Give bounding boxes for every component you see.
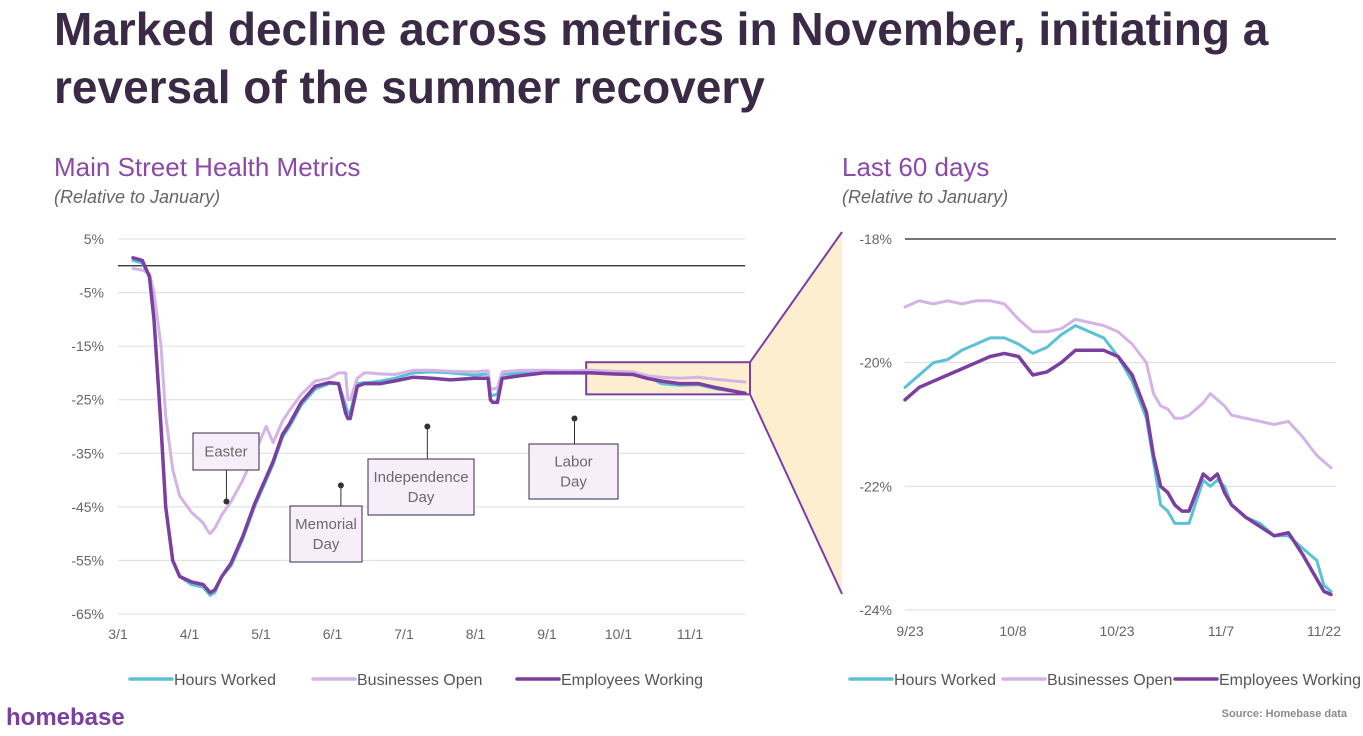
annotation-label: Memorial (295, 516, 357, 533)
annotation-label: Easter (204, 444, 247, 461)
main-series-hours-worked (131, 258, 747, 597)
main-x-tick: 4/1 (180, 626, 200, 642)
main-x-tick: 11/1 (677, 626, 703, 642)
zoom-y-tick: -22% (859, 478, 892, 494)
zoom-legend-label-businesses-open: Businesses Open (1047, 672, 1172, 689)
annotation-label: Day (313, 536, 340, 553)
main-y-tick: -35% (71, 445, 104, 461)
annotation-label: Labor (554, 454, 592, 471)
homebase-logo: homebase (6, 704, 125, 731)
annotation-dot (571, 415, 578, 422)
annotation-box (367, 458, 475, 516)
annotation-box (289, 505, 363, 563)
zoom-chart-subtitle: (Relative to January) (842, 187, 1009, 207)
main-x-tick: 10/1 (605, 626, 632, 642)
main-legend-label-hours-worked: Hours Worked (174, 672, 276, 689)
zoom-y-tick: -18% (859, 231, 892, 247)
main-y-tick: -55% (71, 552, 104, 568)
annotation-label: Day (560, 474, 587, 491)
zoom-x-tick: 9/23 (896, 623, 923, 639)
main-y-tick: -45% (71, 499, 104, 515)
zoom-legend-label-hours-worked: Hours Worked (894, 672, 996, 689)
zoom-x-tick: 11/22 (1307, 623, 1341, 639)
annotation-dot (223, 498, 230, 505)
main-x-tick: 8/1 (466, 626, 486, 642)
main-y-tick: -5% (79, 285, 104, 301)
main-x-tick: 5/1 (251, 626, 271, 642)
annotations: Easter Memorial Day Independence Day Labor Day (192, 415, 619, 563)
zoom-series-businesses-open (903, 299, 1333, 470)
annotation-label: Independence (373, 469, 468, 486)
main-y-tick: -25% (71, 392, 104, 408)
zoom-callout (585, 231, 843, 595)
annotation-box (192, 432, 260, 471)
main-x-tick: 6/1 (323, 626, 343, 642)
annotation-box (528, 443, 619, 500)
zoom-y-tick: -20% (859, 355, 892, 371)
source-note: Source: Homebase data (1221, 708, 1347, 720)
zoom-connector-top (749, 231, 843, 363)
main-chart: 5% -5% -15% -25% -35% -45% -55% -65%3/1 4/1 5/1 6/… (71, 231, 747, 642)
zoom-x-tick: 11/7 (1208, 623, 1234, 639)
main-chart-subtitle: (Relative to January) (54, 187, 221, 207)
main-y-tick: -65% (71, 606, 104, 622)
main-series-employees-working (131, 256, 747, 595)
zoom-chart: -18% -20% -22% -24%9/23 10/8 10/23 11/7 11/22 (859, 231, 1341, 639)
legends: Hours Worked Businesses Open Employees Wor… (128, 672, 1361, 689)
main-y-tick: -15% (71, 338, 104, 354)
main-legend-label-employees-working: Employees Working (561, 672, 703, 689)
annotation-dot (424, 423, 431, 430)
main-x-tick: 9/1 (537, 626, 557, 642)
main-chart-title: Main Street Health Metrics (54, 152, 361, 182)
zoom-x-tick: 10/8 (999, 623, 1026, 639)
main-series-businesses-open (131, 267, 747, 536)
zoom-box (585, 361, 752, 396)
main-x-tick: 3/1 (108, 626, 128, 642)
annotation-dot (337, 482, 344, 489)
zoom-legend-label-employees-working: Employees Working (1219, 672, 1361, 689)
zoom-chart-title: Last 60 days (842, 152, 990, 182)
main-x-tick: 7/1 (394, 626, 414, 642)
zoom-y-tick: -24% (859, 602, 892, 618)
page-headline: Marked decline across metrics in Novembe… (54, 3, 1269, 113)
zoom-series-employees-working (903, 348, 1333, 597)
annotation-label: Day (408, 489, 435, 506)
main-legend-label-businesses-open: Businesses Open (357, 672, 482, 689)
zoom-connector-bottom (749, 393, 843, 595)
zoom-fill (586, 232, 842, 594)
zoom-x-tick: 10/23 (1099, 623, 1134, 639)
main-y-tick: 5% (84, 231, 104, 247)
